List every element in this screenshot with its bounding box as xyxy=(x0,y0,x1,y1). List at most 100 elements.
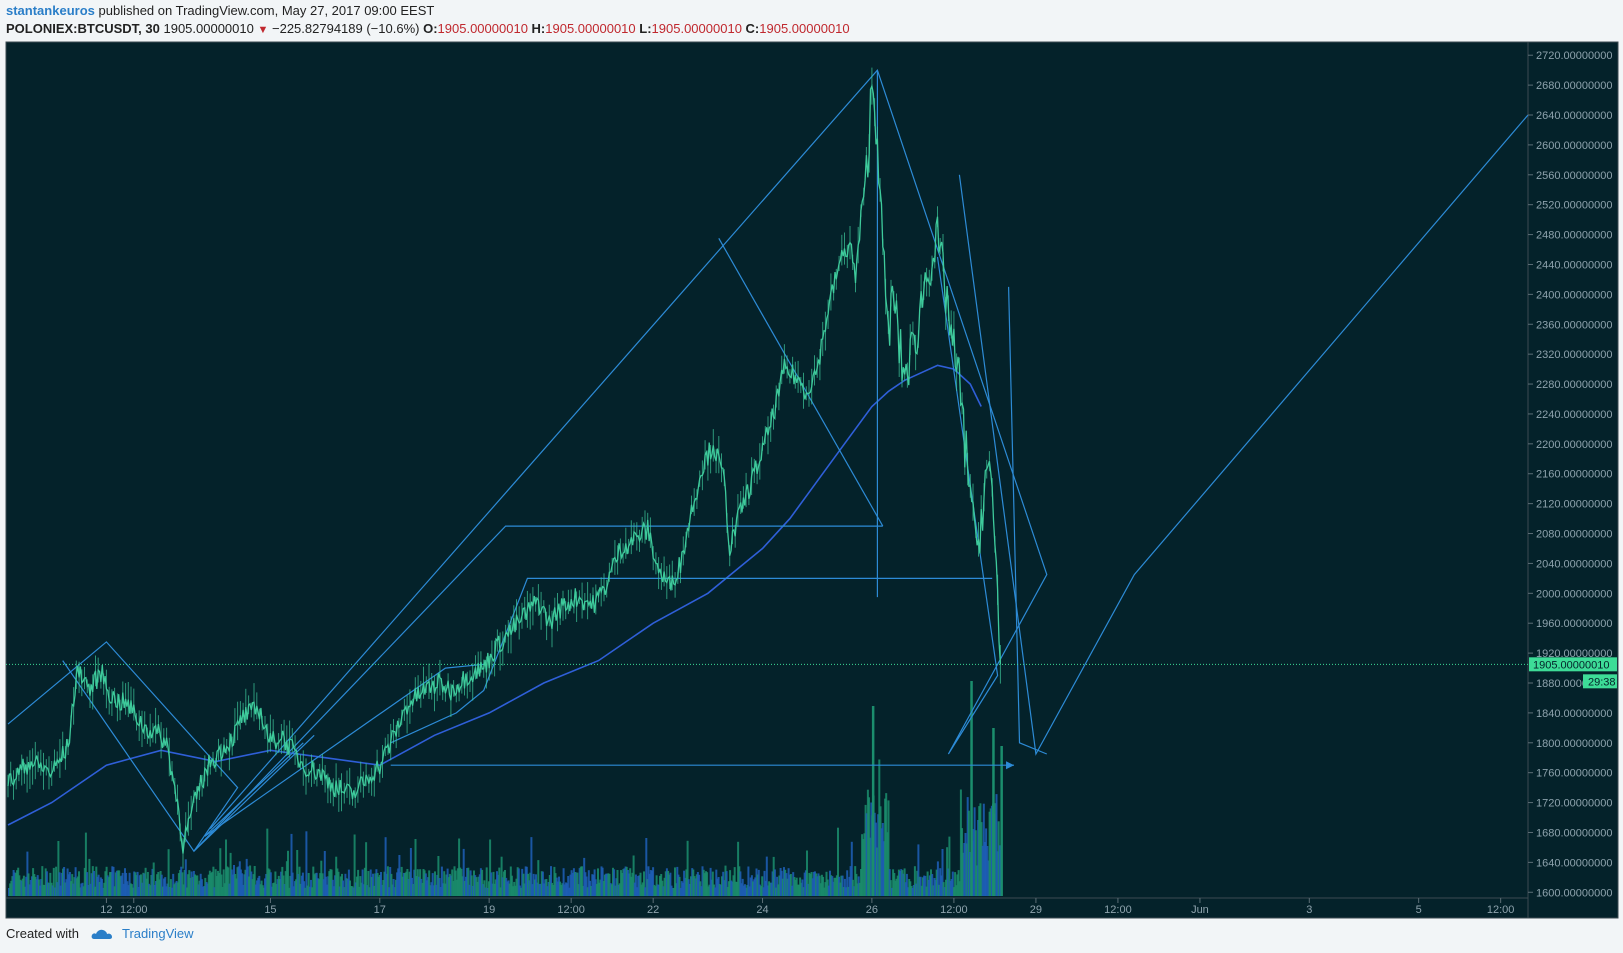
volume-bar xyxy=(175,881,178,896)
volume-bar xyxy=(229,852,232,896)
volume-bar xyxy=(835,875,838,896)
volume-bar xyxy=(200,879,203,896)
volume-bar xyxy=(706,872,709,896)
trend-line xyxy=(204,663,484,837)
volume-bar xyxy=(833,877,836,896)
volume-bar xyxy=(752,881,754,896)
trend-line xyxy=(958,114,1529,756)
volume-bar xyxy=(44,868,47,896)
volume-bar xyxy=(881,823,884,896)
volume-bar xyxy=(777,884,780,896)
volume-bar xyxy=(734,881,737,896)
volume-bar xyxy=(504,870,506,896)
time-tick-label: 22 xyxy=(647,904,659,916)
volume-bar xyxy=(722,871,725,896)
volume-bar xyxy=(408,871,411,896)
volume-bar xyxy=(372,873,374,896)
volume-bar xyxy=(793,877,796,896)
volume-bar xyxy=(84,832,87,896)
volume-bar xyxy=(771,871,774,896)
volume-bar xyxy=(700,886,703,896)
volume-bar xyxy=(566,883,568,896)
volume-bar xyxy=(261,885,264,896)
volume-bar xyxy=(191,877,194,896)
volume-bar xyxy=(731,881,734,896)
volume-bar xyxy=(382,880,385,896)
trend-line xyxy=(204,742,304,837)
volume-bar xyxy=(119,876,122,896)
volume-bar xyxy=(25,876,28,896)
volume-bar xyxy=(812,871,815,896)
volume-bar xyxy=(477,876,480,896)
volume-bar xyxy=(826,879,829,896)
volume-bar xyxy=(618,883,621,896)
volume-bar xyxy=(789,874,792,896)
volume-bar xyxy=(238,861,241,896)
volume-bar xyxy=(80,883,83,896)
price-axis: 2720.00000000 2680.00000000 2640.00000000 2… xyxy=(1528,50,1612,899)
time-axis: 12 12:00 15 17 19 12:00 22 24 26 12:00 29 12:00 Jun 3… xyxy=(100,898,1514,916)
volume-bar xyxy=(791,885,794,896)
tradingview-link[interactable]: TradingView xyxy=(122,926,194,941)
volume-bar xyxy=(396,872,399,896)
volume-bar xyxy=(964,833,967,896)
volume-bar xyxy=(638,875,641,896)
volume-bar xyxy=(950,879,953,896)
volume-bar xyxy=(547,882,550,896)
volume-bar xyxy=(256,880,258,896)
volume-bar xyxy=(546,886,549,896)
footer: Created with TradingView xyxy=(6,926,194,942)
volume-bar xyxy=(17,867,20,896)
volume-bar xyxy=(502,871,505,896)
volume-bar xyxy=(685,869,688,896)
volume-bar xyxy=(257,877,260,896)
volume-bar xyxy=(838,876,841,896)
volume-bar xyxy=(924,875,927,896)
volume-bar xyxy=(977,820,980,896)
volume-bar xyxy=(592,874,595,896)
volume-bar xyxy=(236,867,239,896)
volume-bar xyxy=(723,880,726,896)
volume-bar xyxy=(373,885,376,896)
volume-bar xyxy=(456,868,459,896)
author-link[interactable]: stantankeuros xyxy=(6,3,95,18)
volume-bar xyxy=(603,874,606,896)
volume-bar xyxy=(655,875,658,896)
volume-bar xyxy=(462,848,465,896)
volume-bar xyxy=(336,868,339,896)
volume-bar xyxy=(807,883,810,896)
volume-bar xyxy=(699,881,702,896)
volume-bar xyxy=(399,872,402,896)
volume-bar xyxy=(51,885,54,896)
last-price-badge-label: 1905.00000010 xyxy=(1533,659,1609,671)
volume-bar xyxy=(651,870,653,896)
volume-bar xyxy=(272,883,275,896)
volume-bar xyxy=(754,877,757,896)
volume-bar xyxy=(556,881,559,896)
volume-bar xyxy=(87,885,90,896)
volume-bar xyxy=(974,830,977,896)
volume-bar xyxy=(696,872,699,896)
volume-bar xyxy=(605,873,608,896)
volume-bar xyxy=(452,881,455,896)
volume-bar xyxy=(802,887,805,896)
volume-bar xyxy=(920,885,923,896)
volume-bar xyxy=(421,882,424,896)
volume-bar xyxy=(855,873,858,896)
volume-bar xyxy=(90,873,93,896)
volume-bar xyxy=(217,870,219,896)
volume-bar xyxy=(656,884,659,896)
volume-bar xyxy=(907,887,909,896)
volume-bar xyxy=(841,875,844,896)
volume-bar xyxy=(725,871,728,896)
volume-bar xyxy=(455,879,458,896)
volume-bar xyxy=(755,868,758,896)
volume-bar xyxy=(264,878,266,896)
volume-bar xyxy=(794,880,797,896)
price-tick-label: 1680.00000000 xyxy=(1536,827,1612,839)
volume-bar xyxy=(492,871,495,896)
volume-bar xyxy=(832,881,835,896)
volume-bar xyxy=(997,821,1000,896)
volume-bar xyxy=(152,862,155,896)
